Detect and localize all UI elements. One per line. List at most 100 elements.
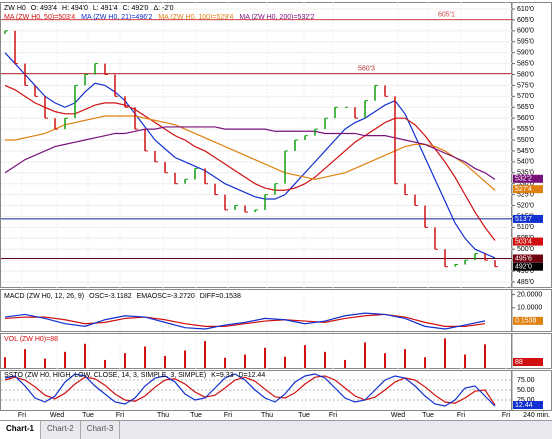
x-tick-label: Fri	[329, 412, 338, 419]
ohlc-legend: C: 492'0	[123, 5, 149, 12]
y-tick-label: 560'0	[517, 115, 534, 122]
volume-bar	[444, 338, 446, 368]
volume-bar	[264, 347, 266, 368]
volume-bar	[424, 357, 426, 368]
y-tick-label: 50.00	[517, 387, 535, 394]
volume-bar	[84, 343, 86, 368]
tab-bar: Chart-1 Chart-2 Chart-3	[0, 420, 552, 439]
macd-signal	[4, 313, 486, 327]
macd-legend: DIFF=0.1538	[200, 293, 241, 300]
ma-legend: MA (ZW H0, 50)=503'4	[4, 14, 75, 21]
x-tick-label: Fri	[18, 412, 27, 419]
volume-bar	[484, 344, 486, 368]
axis-tag	[513, 185, 543, 194]
volume-bar	[44, 358, 46, 368]
x-tick-label: Tue	[298, 412, 310, 419]
y-tick-label: 500'0	[517, 246, 534, 253]
axis-tag	[513, 262, 543, 271]
volume-bar	[284, 356, 286, 368]
y-tick-label: 600'0	[517, 28, 534, 35]
macd-line	[4, 312, 486, 330]
ma-legend: MA (ZW H0, 21)=496'2	[81, 14, 152, 21]
macd-legend: OSC=-3.1182	[89, 293, 132, 300]
volume-bar	[104, 359, 106, 368]
axis-tag-label: 527'4	[515, 186, 532, 193]
ma-legend: MA (ZW H0, 100)=529'4	[158, 14, 233, 21]
x-tick-label: Tue	[82, 412, 94, 419]
macd-legend: EMAOSC=-3.2720	[137, 293, 195, 300]
y-tick-label: 610'0	[517, 6, 534, 13]
chart-tab[interactable]: Chart-2	[41, 421, 81, 439]
y-tick-label: 510'0	[517, 224, 534, 231]
volume-bar	[244, 354, 246, 368]
axis-tag-label: 513'7	[515, 216, 532, 223]
y-tick-label: 25.00	[517, 397, 535, 404]
ohlc-legend: H: 494'0	[62, 5, 88, 12]
x-tick-label: Thu	[261, 412, 273, 419]
x-tick-label: Wed	[50, 412, 64, 419]
axis-tag-label: 12.44	[515, 402, 533, 409]
moving-average	[5, 115, 496, 191]
panel	[0, 333, 512, 369]
volume-bar	[304, 345, 306, 368]
axis-tag	[513, 358, 543, 366]
axis-tag-label: 503'4	[515, 238, 532, 245]
moving-average	[4, 52, 496, 259]
y-tick-label: 575'0	[517, 82, 534, 89]
ma-legend: MA (ZW H0, 200)=532'2	[239, 14, 314, 21]
x-tick-label: Fri	[224, 412, 233, 419]
chart-tab[interactable]: Chart-1	[0, 421, 42, 439]
axis-tag	[513, 316, 543, 325]
x-tick-label: Fri	[502, 412, 511, 419]
y-tick-label: 75.00	[517, 377, 535, 384]
axis-tag-label: 0.1538	[515, 318, 537, 325]
chart-tab[interactable]: Chart-3	[81, 421, 121, 439]
y-tick-label: 540'0	[517, 159, 534, 166]
x-tick-label: Tue	[422, 412, 434, 419]
volume-bar	[204, 341, 206, 368]
volume-bar	[324, 351, 326, 368]
x-tick-label: Thu	[157, 412, 169, 419]
chart-window: 610'0 605'0 600'0 595'0 590'0 585'0 580'0 575'0…	[0, 2, 552, 419]
axis-tag-label: 495'6	[515, 255, 532, 262]
axis-tag	[513, 254, 543, 263]
stoch-legend: D=12.44	[239, 372, 266, 379]
y-tick-label: 490'0	[517, 268, 534, 275]
x-tick-label: Tue	[190, 412, 202, 419]
level-label: 580'3	[358, 66, 375, 73]
moving-average	[4, 126, 496, 180]
volume-bar	[4, 357, 6, 368]
y-tick-label: 565'0	[517, 104, 534, 111]
x-tick-label: Wed	[391, 412, 405, 419]
y-tick-label: 555'0	[517, 126, 534, 133]
volume-bar	[224, 357, 226, 368]
axis-tag-label: 492'0	[515, 264, 532, 271]
volume-bar	[184, 350, 186, 368]
axis-tag	[513, 401, 543, 410]
level-label: 605'1	[438, 11, 455, 18]
interval-label: 240 min.	[523, 412, 550, 419]
volume-bar	[384, 353, 386, 368]
volume-bar	[404, 349, 406, 368]
y-tick-label: 545'0	[517, 148, 534, 155]
volume-bar	[164, 355, 166, 368]
x-tick-label: Fri	[457, 412, 466, 419]
y-tick-label: 570'0	[517, 93, 534, 100]
y-tick-label: 550'0	[517, 137, 534, 144]
axis-tag-label: 532'2	[515, 176, 532, 183]
y-tick-label: 535'0	[517, 170, 534, 177]
y-tick-label: 530'0	[517, 181, 534, 188]
volume-bar	[64, 351, 66, 368]
macd-legend: MACD (ZW H0, 12, 26, 9)	[4, 293, 84, 300]
volume-bar	[344, 359, 346, 368]
y-tick-label: 485'0	[517, 279, 534, 286]
volume-bar	[464, 354, 466, 368]
ohlc-legend: Δ: -2'0	[153, 5, 173, 12]
axis-tag	[513, 237, 543, 246]
y-tick-label: 525'0	[517, 191, 534, 198]
stoch-k	[4, 373, 496, 407]
stoch-legend: SSTO (ZW H0, HIGH, LOW, CLOSE, 14, 3, SI…	[4, 372, 206, 379]
volume-bar	[24, 349, 26, 368]
volume-bar	[364, 342, 366, 368]
